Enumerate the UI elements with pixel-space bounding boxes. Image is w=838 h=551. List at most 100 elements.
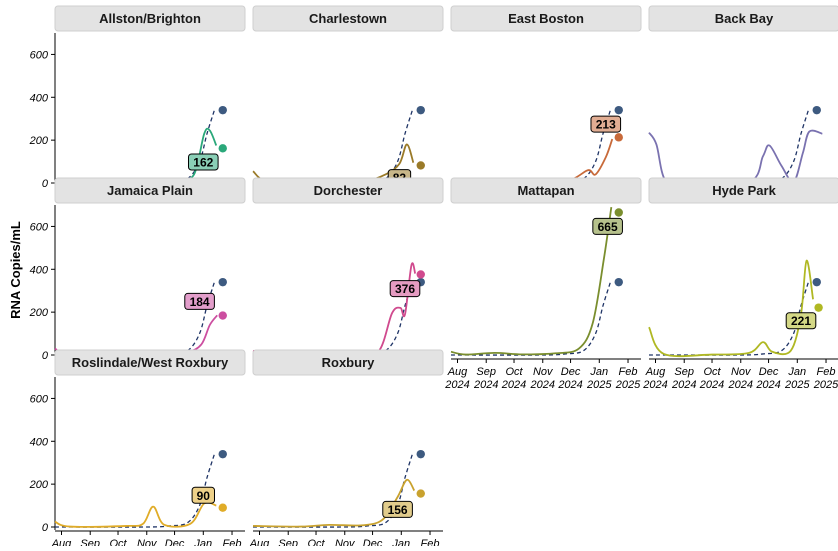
x-tick-year: 2024 bbox=[501, 379, 526, 391]
reference-line bbox=[54, 453, 216, 528]
panel-title: Roslindale/West Roxbury bbox=[72, 355, 229, 370]
panel-roslindale-west-roxbury: Roslindale/West Roxbury0200400600Aug2024… bbox=[29, 349, 246, 550]
y-tick-label: 400 bbox=[30, 436, 49, 448]
x-tick-month: Nov bbox=[731, 366, 752, 378]
y-tick-label: 600 bbox=[30, 221, 49, 233]
x-tick-year: 2025 bbox=[813, 379, 838, 391]
panel-back-bay: Back Bay bbox=[648, 5, 838, 186]
panel-strip bbox=[648, 5, 838, 32]
panel-title: Hyde Park bbox=[712, 183, 776, 198]
panel-strip bbox=[252, 177, 444, 204]
y-tick-label: 600 bbox=[30, 393, 49, 405]
panel-title: Dorchester bbox=[314, 183, 383, 198]
panel-roxbury: RoxburyAug2024Sep2024Oct2024Nov2024Dec20… bbox=[249, 349, 444, 550]
x-tick-month: Dec bbox=[759, 366, 779, 378]
y-tick-label: 0 bbox=[42, 522, 49, 534]
value-label-box bbox=[184, 292, 215, 310]
panel-strip bbox=[450, 177, 642, 204]
panel-hyde-park: Hyde ParkAug2024Sep2024Oct2024Nov2024Dec… bbox=[642, 177, 838, 391]
panel-title: Charlestown bbox=[309, 11, 387, 26]
value-label: 213 bbox=[596, 118, 616, 132]
reference-end-point bbox=[416, 449, 425, 459]
panel-allston-brighton: Allston/Brighton 0 200 400 600 162 bbox=[29, 5, 246, 190]
panel-strip bbox=[450, 5, 642, 32]
value-label-box bbox=[389, 280, 421, 298]
panel-mattapan: MattapanAug2024Sep2024Oct2024Nov2024Dec2… bbox=[444, 177, 642, 391]
series-line-back-bay bbox=[648, 129, 823, 186]
value-label: 162 bbox=[193, 156, 213, 170]
panel-title: Mattapan bbox=[517, 183, 574, 198]
x-tick-month: Oct bbox=[703, 366, 721, 378]
x-tick-year: 2024 bbox=[530, 379, 555, 391]
series-end-point bbox=[218, 503, 227, 512]
reference-line bbox=[252, 453, 414, 528]
panel-charlestown: Charlestown82 bbox=[252, 5, 444, 187]
x-tick-month: Feb bbox=[223, 538, 242, 546]
x-tick-month: Dec bbox=[165, 538, 185, 546]
series-line-roxbury bbox=[252, 478, 416, 528]
value-label: 184 bbox=[190, 295, 210, 309]
series-end-point bbox=[416, 161, 425, 170]
series-line-roslindale-west-roxbury bbox=[54, 501, 217, 528]
x-tick-year: 2024 bbox=[642, 379, 667, 391]
panel-east-boston: East Boston 213 bbox=[450, 5, 642, 184]
x-tick-year: 2025 bbox=[784, 379, 810, 391]
reference-end-point bbox=[218, 277, 227, 287]
x-tick-month: Sep bbox=[278, 538, 298, 546]
panel-strip bbox=[54, 177, 246, 204]
x-tick-month: Feb bbox=[619, 366, 638, 378]
x-tick-month: Oct bbox=[109, 538, 127, 546]
panel-strip bbox=[648, 177, 838, 204]
x-tick-month: Dec bbox=[363, 538, 383, 546]
x-tick-month: Aug bbox=[645, 366, 666, 378]
panel-dorchester: Dorchester 376 bbox=[252, 177, 444, 356]
reference-end-point bbox=[416, 105, 425, 115]
value-label: 376 bbox=[395, 282, 415, 296]
reference-end-point bbox=[218, 105, 227, 115]
series-line-east-boston bbox=[450, 138, 614, 184]
panel-strip bbox=[54, 349, 246, 376]
x-tick-year: 2025 bbox=[615, 379, 641, 391]
reference-line bbox=[450, 109, 612, 184]
y-tick-label: 200 bbox=[29, 307, 49, 319]
x-tick-month: Jan bbox=[391, 538, 410, 546]
panel-title: Roxbury bbox=[322, 355, 376, 370]
series-end-point bbox=[614, 133, 623, 142]
value-label-box bbox=[590, 115, 622, 133]
value-label: 665 bbox=[598, 220, 618, 234]
panel-title: Allston/Brighton bbox=[99, 11, 201, 26]
reference-end-point bbox=[812, 105, 821, 115]
panel-strip bbox=[252, 349, 444, 376]
value-label-box bbox=[187, 153, 219, 171]
reference-end-point bbox=[812, 277, 821, 287]
x-tick-month: Nov bbox=[137, 538, 158, 546]
reference-line bbox=[450, 281, 612, 356]
y-tick-label: 0 bbox=[42, 178, 49, 190]
panel-title: East Boston bbox=[508, 11, 584, 26]
x-tick-month: Aug bbox=[249, 538, 270, 546]
y-tick-label: 400 bbox=[30, 264, 49, 276]
x-tick-month: Jan bbox=[787, 366, 806, 378]
y-tick-label: 200 bbox=[29, 479, 49, 491]
series-end-point bbox=[416, 270, 425, 279]
x-tick-month: Oct bbox=[307, 538, 325, 546]
x-tick-month: Nov bbox=[533, 366, 554, 378]
y-tick-label: 200 bbox=[29, 135, 49, 147]
reference-line bbox=[648, 281, 810, 356]
x-tick-month: Jan bbox=[193, 538, 212, 546]
x-tick-year: 2024 bbox=[671, 379, 696, 391]
panel-strip bbox=[252, 5, 444, 32]
reference-line bbox=[54, 109, 216, 184]
x-tick-year: 2024 bbox=[444, 379, 469, 391]
reference-end-point bbox=[614, 277, 623, 287]
series-line-hyde-park bbox=[648, 259, 814, 358]
y-tick-label: 600 bbox=[30, 49, 49, 61]
y-tick-label: 400 bbox=[30, 92, 49, 104]
panel-title: Jamaica Plain bbox=[107, 183, 193, 198]
x-tick-month: Nov bbox=[335, 538, 356, 546]
panel-strip bbox=[54, 5, 246, 32]
value-label-box bbox=[382, 500, 413, 518]
reference-end-point bbox=[614, 105, 623, 115]
